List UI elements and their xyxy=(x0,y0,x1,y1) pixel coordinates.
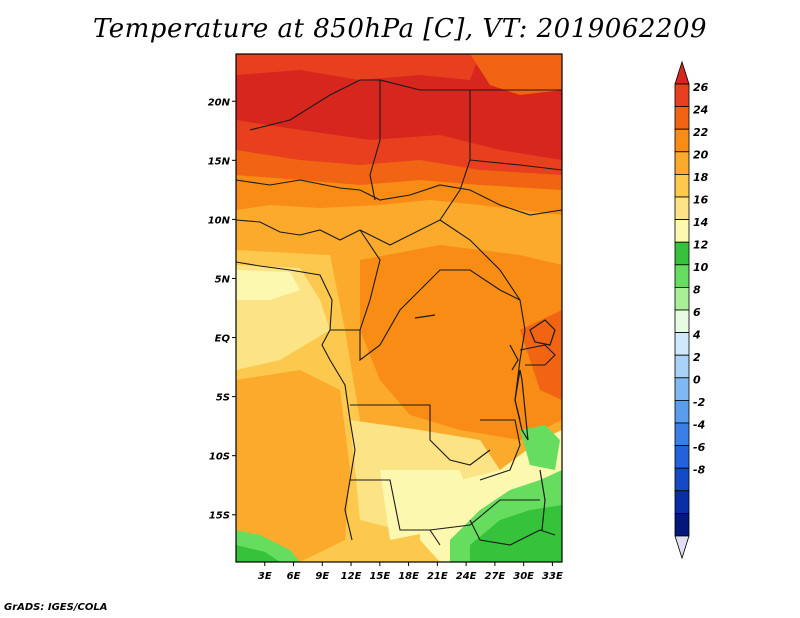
lat-label: 10S xyxy=(209,452,230,463)
lon-label: 9E xyxy=(315,571,329,582)
colorbar-label: 12 xyxy=(693,239,709,252)
colorbar-label: 14 xyxy=(693,216,708,229)
colorbar-swatch xyxy=(674,422,690,447)
lon-label: 18E xyxy=(398,571,419,582)
colorbar-swatch xyxy=(674,83,690,108)
colorbar-swatch xyxy=(674,399,690,424)
grads-credit: GrADS: IGES/COLA xyxy=(4,602,108,613)
colorbar-label: 2 xyxy=(693,351,701,364)
map-frame xyxy=(235,53,563,563)
lat-label: 10N xyxy=(208,215,231,226)
colorbar-swatch xyxy=(674,286,690,311)
country-borders xyxy=(236,79,562,546)
colorbar-swatch xyxy=(674,106,690,130)
colorbar-swatch xyxy=(674,309,690,334)
colorbar-swatch xyxy=(674,513,690,537)
colorbar-label: -4 xyxy=(693,419,705,432)
colorbar-bottom-arrow xyxy=(674,535,690,560)
colorbar-swatch xyxy=(674,332,690,356)
lon-label: 33E xyxy=(542,571,563,582)
colorbar-label: 18 xyxy=(693,171,709,184)
colorbar-label: 24 xyxy=(693,104,708,117)
lon-label: 24E xyxy=(456,571,477,582)
colorbar-swatch xyxy=(674,377,690,401)
colorbar-label: 26 xyxy=(693,81,709,94)
lon-label: 30E xyxy=(513,571,534,582)
lon-label: 21E xyxy=(427,571,448,582)
colorbar-label: 8 xyxy=(693,284,701,297)
colorbar-label: 4 xyxy=(692,329,701,342)
lon-label: 12E xyxy=(341,571,362,582)
lat-label: 15S xyxy=(209,511,230,522)
colorbar-swatch xyxy=(674,219,690,243)
lon-label: 6E xyxy=(287,571,301,582)
lat-label: EQ xyxy=(215,334,231,345)
colorbar-swatch xyxy=(674,445,690,469)
latitude-axis: 20N 15N 10N 5N EQ 5S 10S 15S xyxy=(208,97,236,522)
lake-outlines xyxy=(414,314,556,531)
colorbar-swatch xyxy=(674,241,690,266)
colorbar-label: 10 xyxy=(693,261,709,274)
colorbar-swatch xyxy=(674,128,690,153)
lon-label: 15E xyxy=(369,571,390,582)
colorbar-swatch xyxy=(674,354,690,379)
colorbar-label: -6 xyxy=(693,441,706,454)
lat-label: 20N xyxy=(208,97,231,108)
lat-label: 15N xyxy=(208,156,231,167)
lat-label: 5S xyxy=(216,393,230,404)
colorbar-swatch xyxy=(674,196,690,221)
lon-label: 3E xyxy=(258,571,272,582)
colorbar-swatch xyxy=(674,151,690,175)
colorbar-label: 22 xyxy=(693,126,709,139)
colorbar-label: 0 xyxy=(693,374,701,387)
colorbar-swatch xyxy=(674,173,690,198)
colorbar-label: 16 xyxy=(693,194,709,207)
temperature-field xyxy=(236,54,562,562)
colorbar-label: 6 xyxy=(693,306,701,319)
map-title: Temperature at 850hPa [C], VT: 201906220… xyxy=(92,14,708,44)
lat-label: 5N xyxy=(215,274,231,285)
lon-label: 27E xyxy=(485,571,506,582)
colorbar-swatch xyxy=(674,467,690,492)
colorbar-top-arrow xyxy=(674,60,690,85)
longitude-axis: 3E 6E 9E 12E 15E 18E 21E 24E 27E 30E 33E xyxy=(258,562,563,582)
colorbar-swatch xyxy=(674,264,690,288)
colorbar-swatch xyxy=(674,490,690,514)
colorbar-label: -2 xyxy=(693,396,706,409)
colorbar-label: 20 xyxy=(693,149,709,162)
colorbar-label: -8 xyxy=(693,464,706,477)
